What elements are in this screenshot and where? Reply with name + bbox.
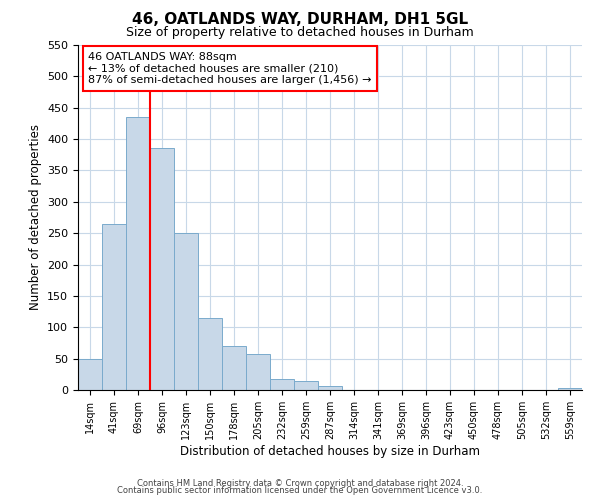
Text: 46, OATLANDS WAY, DURHAM, DH1 5GL: 46, OATLANDS WAY, DURHAM, DH1 5GL [132, 12, 468, 28]
Y-axis label: Number of detached properties: Number of detached properties [29, 124, 41, 310]
Bar [294, 380, 318, 390]
Bar [78, 358, 102, 390]
Bar [150, 148, 174, 390]
Bar [558, 388, 582, 390]
Bar [246, 354, 270, 390]
Bar [126, 117, 150, 390]
Bar [222, 346, 246, 390]
Bar [318, 386, 342, 390]
Text: 46 OATLANDS WAY: 88sqm
← 13% of detached houses are smaller (210)
87% of semi-de: 46 OATLANDS WAY: 88sqm ← 13% of detached… [88, 52, 371, 85]
Bar [270, 380, 294, 390]
Text: Contains public sector information licensed under the Open Government Licence v3: Contains public sector information licen… [118, 486, 482, 495]
Text: Size of property relative to detached houses in Durham: Size of property relative to detached ho… [126, 26, 474, 39]
Text: Contains HM Land Registry data © Crown copyright and database right 2024.: Contains HM Land Registry data © Crown c… [137, 478, 463, 488]
X-axis label: Distribution of detached houses by size in Durham: Distribution of detached houses by size … [180, 444, 480, 458]
Bar [174, 233, 198, 390]
Bar [102, 224, 126, 390]
Bar [198, 318, 222, 390]
